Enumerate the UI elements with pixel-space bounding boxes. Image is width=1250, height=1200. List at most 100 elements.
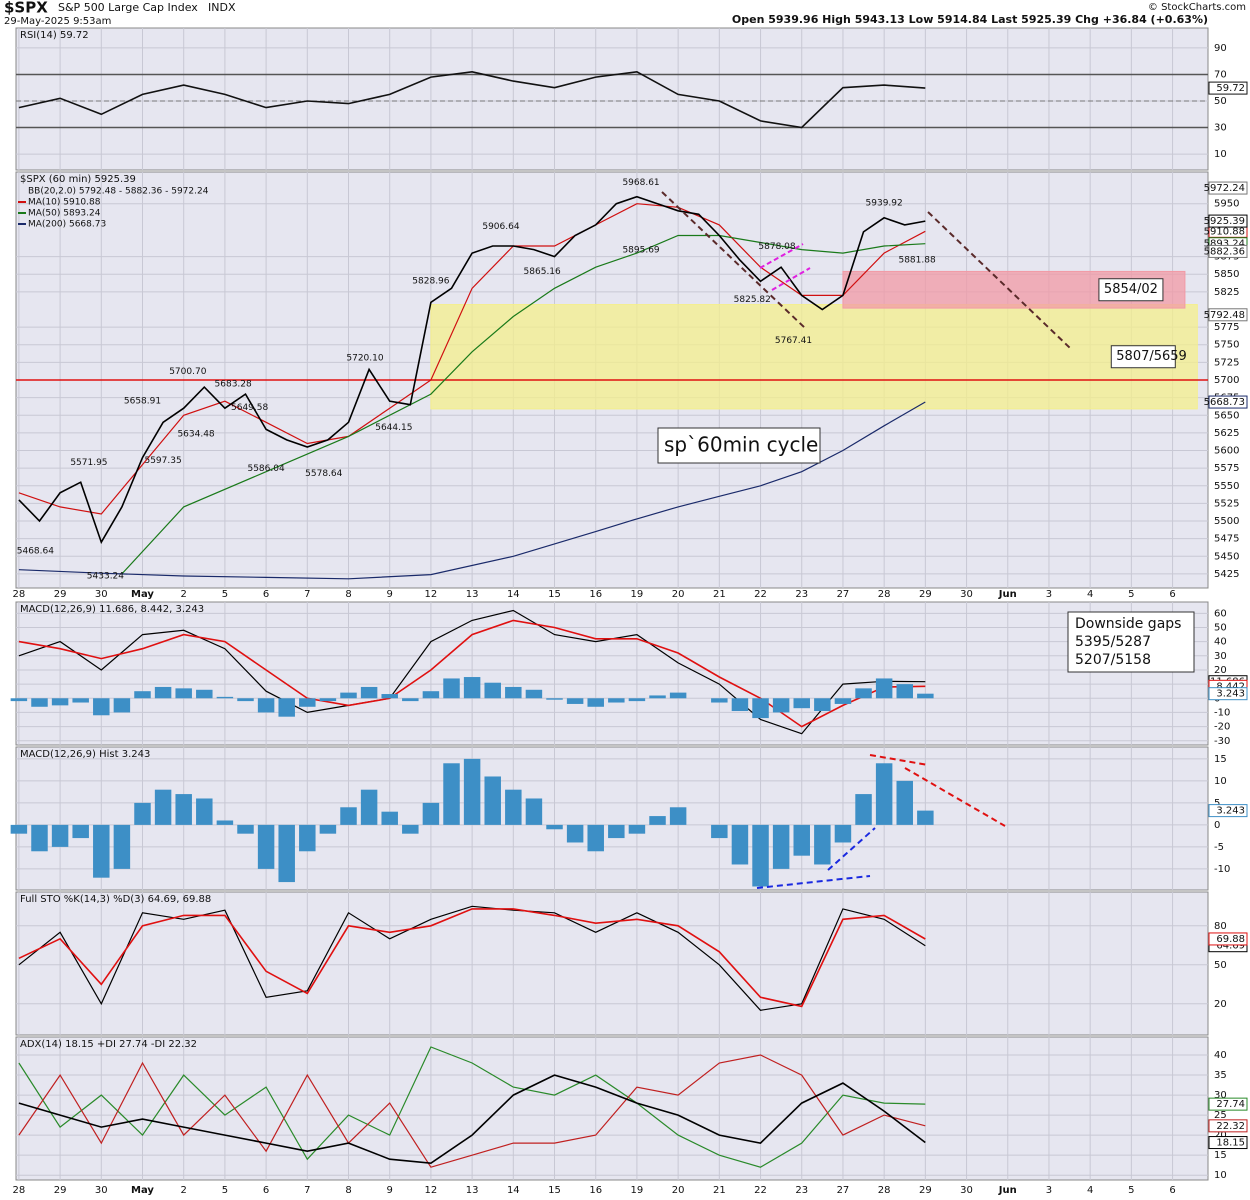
macd-hist-bar [278, 698, 295, 717]
bar [278, 824, 295, 883]
bar [855, 794, 872, 825]
datetime: 29-May-2025 9:53am [4, 16, 111, 27]
y-tick-label: 0 [1214, 820, 1220, 831]
y-tick-label: -30 [1214, 736, 1230, 747]
x-tick-label: 4 [1087, 589, 1093, 600]
macd-hist-bar [896, 684, 913, 699]
y-tick-label: 50 [1214, 960, 1227, 971]
value-tag [1208, 81, 1248, 95]
y-tick-label: 25 [1214, 1110, 1227, 1121]
bar [731, 824, 749, 865]
cycle-note: sp`60min cycle [657, 427, 821, 464]
panel-title: Full STO %K(14,3) %D(3) 64.69, 69.88 [20, 894, 211, 905]
bar [525, 798, 543, 825]
y-tick-label: -10 [1214, 707, 1230, 718]
bar [443, 763, 460, 825]
y-tick-label: 5425 [1214, 569, 1239, 580]
x-tick-label: 19 [631, 589, 644, 600]
x-tick-label: 22 [754, 1185, 767, 1196]
y-tick-label: 5525 [1214, 498, 1239, 509]
y-tick-label: 30 [1214, 123, 1227, 134]
copyright: © StockCharts.com [1148, 2, 1246, 13]
data-label: 5597.35 [144, 456, 181, 466]
data-label: 5881.88 [898, 255, 935, 265]
bar [484, 776, 501, 825]
y-tick-label: 40 [1214, 637, 1227, 648]
macd-hist-bar [628, 698, 646, 702]
value-tag-label: 5893.24 [1204, 239, 1245, 250]
x-tick-label: 28 [13, 1185, 26, 1196]
bar [134, 802, 151, 825]
y-tick-label: 5600 [1214, 446, 1239, 457]
x-tick-label: 23 [795, 589, 808, 600]
macd-hist-bar [917, 693, 934, 699]
quote: Open 5939.96 High 5943.13 Low 5914.84 La… [732, 13, 1208, 26]
flag-line [759, 243, 804, 269]
x-tick-label: May [131, 1185, 154, 1196]
bar [587, 824, 604, 852]
macd-hist-bar [793, 698, 810, 709]
bar [546, 824, 563, 830]
value-tag-label: 69.88 [1216, 934, 1245, 945]
y-tick-label: 30 [1214, 651, 1227, 662]
y-tick-label: 20 [1214, 665, 1227, 676]
y-tick-label: 40 [1214, 1050, 1227, 1061]
macd-hist-bar [257, 698, 275, 713]
value-tag [1208, 1097, 1248, 1111]
x-tick-label: 30 [960, 589, 973, 600]
value-tag [1208, 1136, 1248, 1150]
bar [649, 816, 666, 825]
bar [154, 789, 172, 825]
value-tag-label: 22.32 [1216, 1121, 1245, 1132]
value-tag [1208, 214, 1248, 228]
bar [340, 807, 357, 825]
data-label: 5683.28 [215, 379, 252, 389]
y-tick-label: 5850 [1214, 269, 1239, 280]
x-tick-label: 16 [589, 589, 602, 600]
macd-hist-bar [875, 678, 893, 699]
macd-hist-bar [772, 698, 790, 713]
value-tag [1208, 687, 1248, 701]
value-tag [1208, 932, 1248, 946]
legend-entry: MA(200) 5668.73 [28, 220, 106, 230]
x-tick-label: 9 [387, 589, 393, 600]
bar [196, 798, 213, 825]
panel-title: $SPX (60 min) 5925.39 [20, 174, 136, 185]
bar [814, 824, 831, 865]
bar [299, 824, 316, 852]
x-tick-label: Jun [998, 1185, 1017, 1196]
macd-hist-bar [752, 698, 769, 719]
note-box [1067, 611, 1195, 673]
note-box [657, 427, 821, 464]
x-tick-label: May [131, 589, 154, 600]
bar [216, 820, 234, 825]
x-tick-label: 6 [263, 589, 269, 600]
value-tag-label: 18.15 [1216, 1138, 1245, 1149]
macd-hist-bar [505, 686, 522, 699]
macd-hist-bar [814, 698, 831, 712]
macd-hist-bar [93, 698, 110, 716]
data-label: 5468.64 [17, 547, 54, 557]
y-tick-label: 80 [1214, 921, 1227, 932]
series-line [18, 905, 926, 1011]
panel-title: MACD(12,26,9) 11.686, 8.442, 3.243 [20, 604, 204, 615]
x-tick-label: 20 [672, 589, 685, 600]
legend-entry: MA(50) 5893.24 [28, 209, 101, 219]
y-tick-label: 5725 [1214, 357, 1239, 368]
macd-hist-bar [587, 698, 604, 707]
bar [360, 789, 378, 825]
data-label: 5571.95 [70, 458, 107, 468]
bar [31, 824, 48, 852]
x-tick-label: 29 [919, 1185, 932, 1196]
series-line [18, 1074, 926, 1165]
macd-hist-bar [319, 698, 337, 702]
security-name: S&P 500 Large Cap Index [58, 1, 198, 14]
macd-hist-bar [566, 698, 584, 704]
x-tick-label: 21 [713, 1185, 726, 1196]
y-tick-label: 5825 [1214, 287, 1239, 298]
bar [113, 824, 131, 869]
x-tick-label: 29 [919, 589, 932, 600]
x-tick-label: 5 [222, 1185, 228, 1196]
x-tick-label: 20 [672, 1185, 685, 1196]
bar [752, 824, 769, 887]
